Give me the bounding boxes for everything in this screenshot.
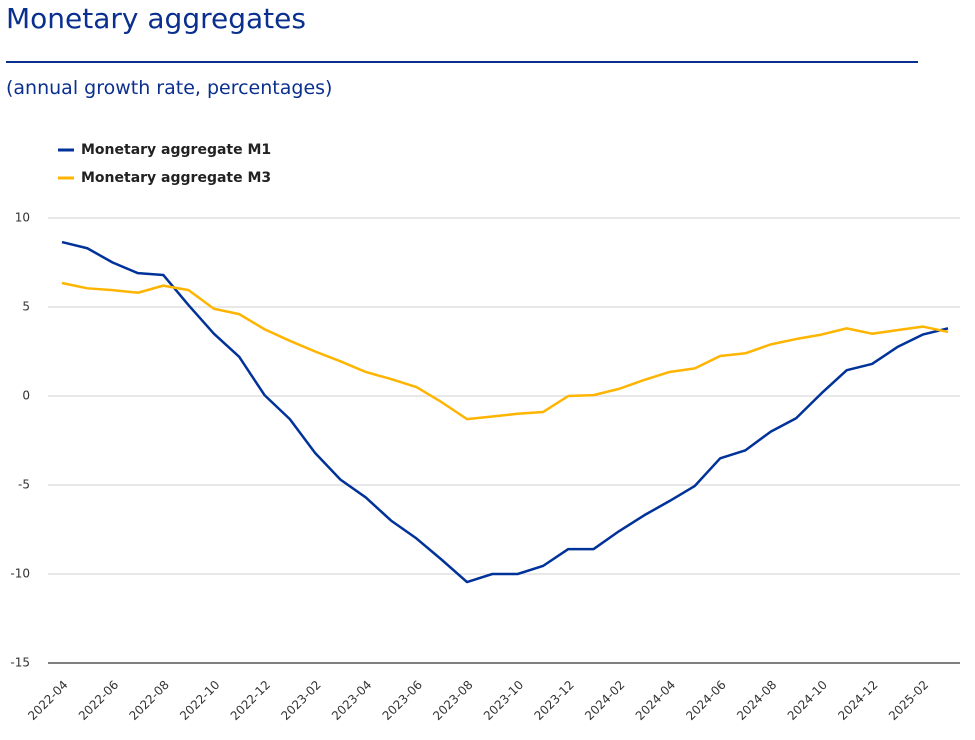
- y-tick-label: 10: [15, 211, 30, 225]
- title-rule: [6, 61, 918, 63]
- y-tick-label: 5: [22, 300, 30, 314]
- x-tick-label: 2023-06: [380, 678, 425, 723]
- x-tick-label: 2023-02: [278, 678, 323, 723]
- x-tick-label: 2024-10: [785, 678, 830, 723]
- x-tick-label: 2024-12: [835, 678, 880, 723]
- y-tick-label: -10: [10, 567, 30, 581]
- x-tick-label: 2024-04: [633, 678, 678, 723]
- series-line: [61, 281, 949, 421]
- x-tick-label: 2023-12: [532, 678, 577, 723]
- series-line: [61, 240, 949, 584]
- chart-title: Monetary aggregates: [6, 2, 306, 35]
- x-tick-label: 2025-02: [886, 678, 931, 723]
- x-tick-label: 2024-08: [734, 678, 779, 723]
- x-tick-label: 2023-08: [430, 678, 475, 723]
- x-tick-label: 2023-10: [481, 678, 526, 723]
- legend-label: Monetary aggregate M1: [81, 142, 271, 158]
- x-tick-label: 2024-02: [582, 678, 627, 723]
- x-tick-label: 2024-06: [683, 678, 728, 723]
- y-tick-label: -15: [10, 656, 30, 670]
- x-tick-label: 2022-10: [177, 678, 222, 723]
- chart-subtitle: (annual growth rate, percentages): [6, 77, 333, 99]
- x-tick-label: 2022-06: [76, 678, 121, 723]
- y-tick-label: 0: [22, 389, 30, 403]
- x-tick-label: 2022-08: [126, 678, 171, 723]
- x-tick-label: 2022-12: [228, 678, 273, 723]
- x-tick-label: 2022-04: [25, 678, 70, 723]
- legend-label: Monetary aggregate M3: [81, 170, 271, 186]
- y-tick-label: -5: [18, 478, 30, 492]
- x-tick-label: 2023-04: [329, 678, 374, 723]
